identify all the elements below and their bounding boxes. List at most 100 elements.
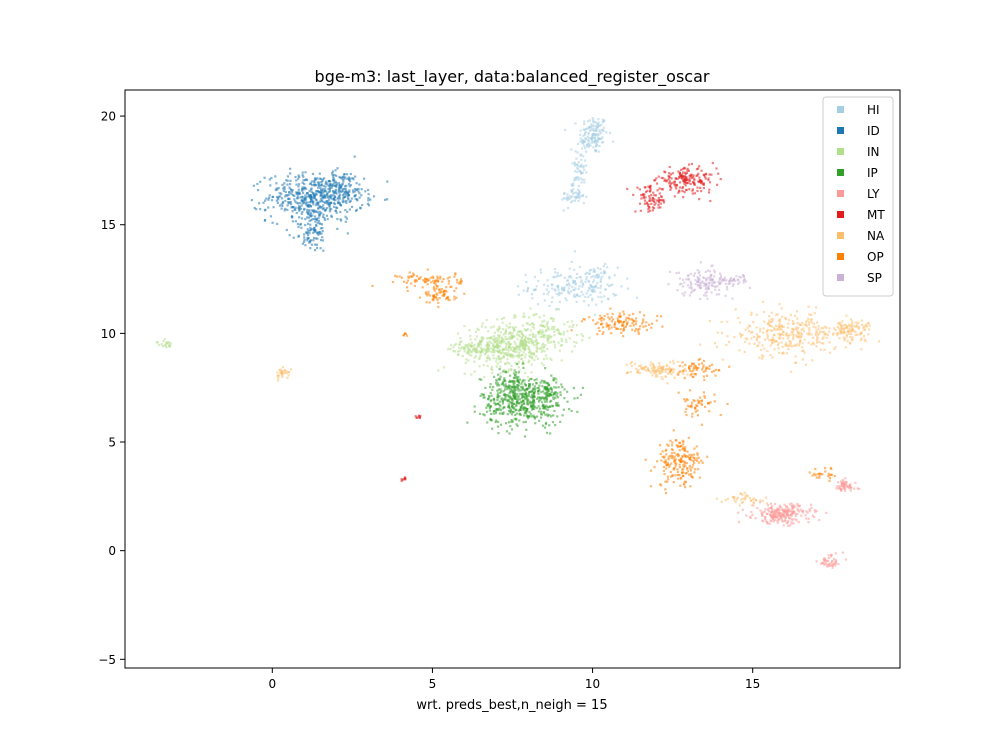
data-point bbox=[320, 206, 323, 209]
data-point bbox=[655, 182, 659, 185]
data-point bbox=[813, 322, 816, 325]
data-point bbox=[319, 177, 323, 180]
data-point bbox=[507, 384, 511, 387]
data-point bbox=[502, 411, 505, 414]
data-point bbox=[542, 292, 545, 295]
data-point bbox=[775, 313, 778, 316]
data-point bbox=[674, 464, 677, 467]
data-point bbox=[312, 211, 315, 214]
data-point bbox=[483, 414, 486, 417]
data-point bbox=[358, 196, 361, 199]
data-point bbox=[678, 449, 681, 452]
data-point bbox=[801, 511, 804, 514]
data-point bbox=[297, 174, 300, 177]
data-point bbox=[790, 513, 793, 516]
data-point bbox=[725, 285, 729, 288]
data-point bbox=[840, 483, 844, 486]
data-point bbox=[613, 294, 616, 297]
data-point bbox=[581, 147, 584, 150]
data-point bbox=[659, 202, 662, 205]
data-point bbox=[466, 346, 469, 349]
data-point bbox=[532, 387, 535, 390]
data-point bbox=[327, 188, 330, 191]
data-point bbox=[309, 247, 312, 250]
data-point bbox=[415, 279, 418, 282]
data-point bbox=[695, 368, 698, 371]
data-point bbox=[643, 202, 646, 205]
data-point bbox=[681, 361, 684, 364]
data-point bbox=[775, 324, 778, 327]
data-point bbox=[711, 281, 714, 284]
data-point bbox=[697, 461, 701, 464]
data-point bbox=[336, 167, 339, 170]
data-point bbox=[713, 281, 716, 284]
data-point bbox=[523, 411, 526, 415]
data-point bbox=[478, 342, 482, 345]
data-point bbox=[581, 178, 584, 181]
data-point bbox=[463, 325, 466, 328]
data-point bbox=[336, 201, 340, 204]
data-point bbox=[544, 344, 547, 347]
data-point bbox=[309, 194, 312, 197]
data-point bbox=[294, 200, 297, 203]
data-point bbox=[786, 337, 789, 340]
data-point bbox=[777, 328, 780, 331]
data-point bbox=[798, 334, 801, 337]
data-point bbox=[410, 282, 413, 285]
data-point bbox=[297, 177, 300, 180]
data-point bbox=[626, 321, 629, 324]
data-point bbox=[571, 162, 574, 165]
data-point bbox=[776, 507, 779, 510]
data-point bbox=[595, 143, 598, 146]
data-point bbox=[305, 232, 308, 235]
data-point bbox=[495, 357, 498, 360]
data-point bbox=[681, 292, 684, 295]
data-point bbox=[815, 345, 818, 348]
data-point bbox=[510, 402, 513, 405]
data-point bbox=[602, 120, 605, 123]
data-point bbox=[851, 322, 854, 326]
data-point bbox=[769, 519, 772, 522]
data-point bbox=[521, 395, 524, 398]
data-point bbox=[315, 190, 318, 193]
data-point bbox=[595, 129, 598, 132]
data-point bbox=[306, 195, 309, 198]
data-point bbox=[500, 383, 503, 386]
data-point bbox=[162, 340, 165, 343]
data-point bbox=[660, 459, 663, 462]
data-point bbox=[334, 199, 337, 202]
data-point bbox=[581, 282, 585, 285]
data-point bbox=[577, 188, 580, 191]
data-point bbox=[659, 206, 662, 209]
data-point bbox=[715, 167, 718, 170]
data-point bbox=[536, 397, 539, 400]
data-point bbox=[463, 372, 466, 375]
legend-label-sp: SP bbox=[867, 271, 882, 285]
data-point bbox=[329, 196, 332, 199]
data-point bbox=[683, 453, 686, 456]
data-point bbox=[694, 365, 698, 368]
data-point bbox=[532, 396, 535, 399]
data-point bbox=[524, 396, 527, 399]
data-point bbox=[531, 383, 534, 386]
data-point bbox=[779, 514, 782, 517]
data-point bbox=[624, 325, 627, 328]
data-point bbox=[710, 363, 714, 366]
data-point bbox=[517, 395, 520, 398]
data-point bbox=[703, 396, 706, 399]
data-point bbox=[513, 392, 517, 396]
data-point bbox=[512, 328, 516, 331]
data-point bbox=[700, 182, 703, 185]
data-point bbox=[534, 422, 537, 425]
data-point bbox=[310, 219, 313, 222]
data-point bbox=[533, 379, 536, 382]
data-point bbox=[748, 496, 751, 499]
data-point bbox=[696, 189, 699, 193]
data-point bbox=[547, 290, 550, 293]
data-point bbox=[759, 509, 762, 512]
data-point bbox=[707, 177, 710, 180]
data-point bbox=[306, 208, 309, 211]
data-point bbox=[318, 205, 321, 208]
data-point bbox=[655, 369, 658, 372]
data-point bbox=[489, 336, 492, 340]
